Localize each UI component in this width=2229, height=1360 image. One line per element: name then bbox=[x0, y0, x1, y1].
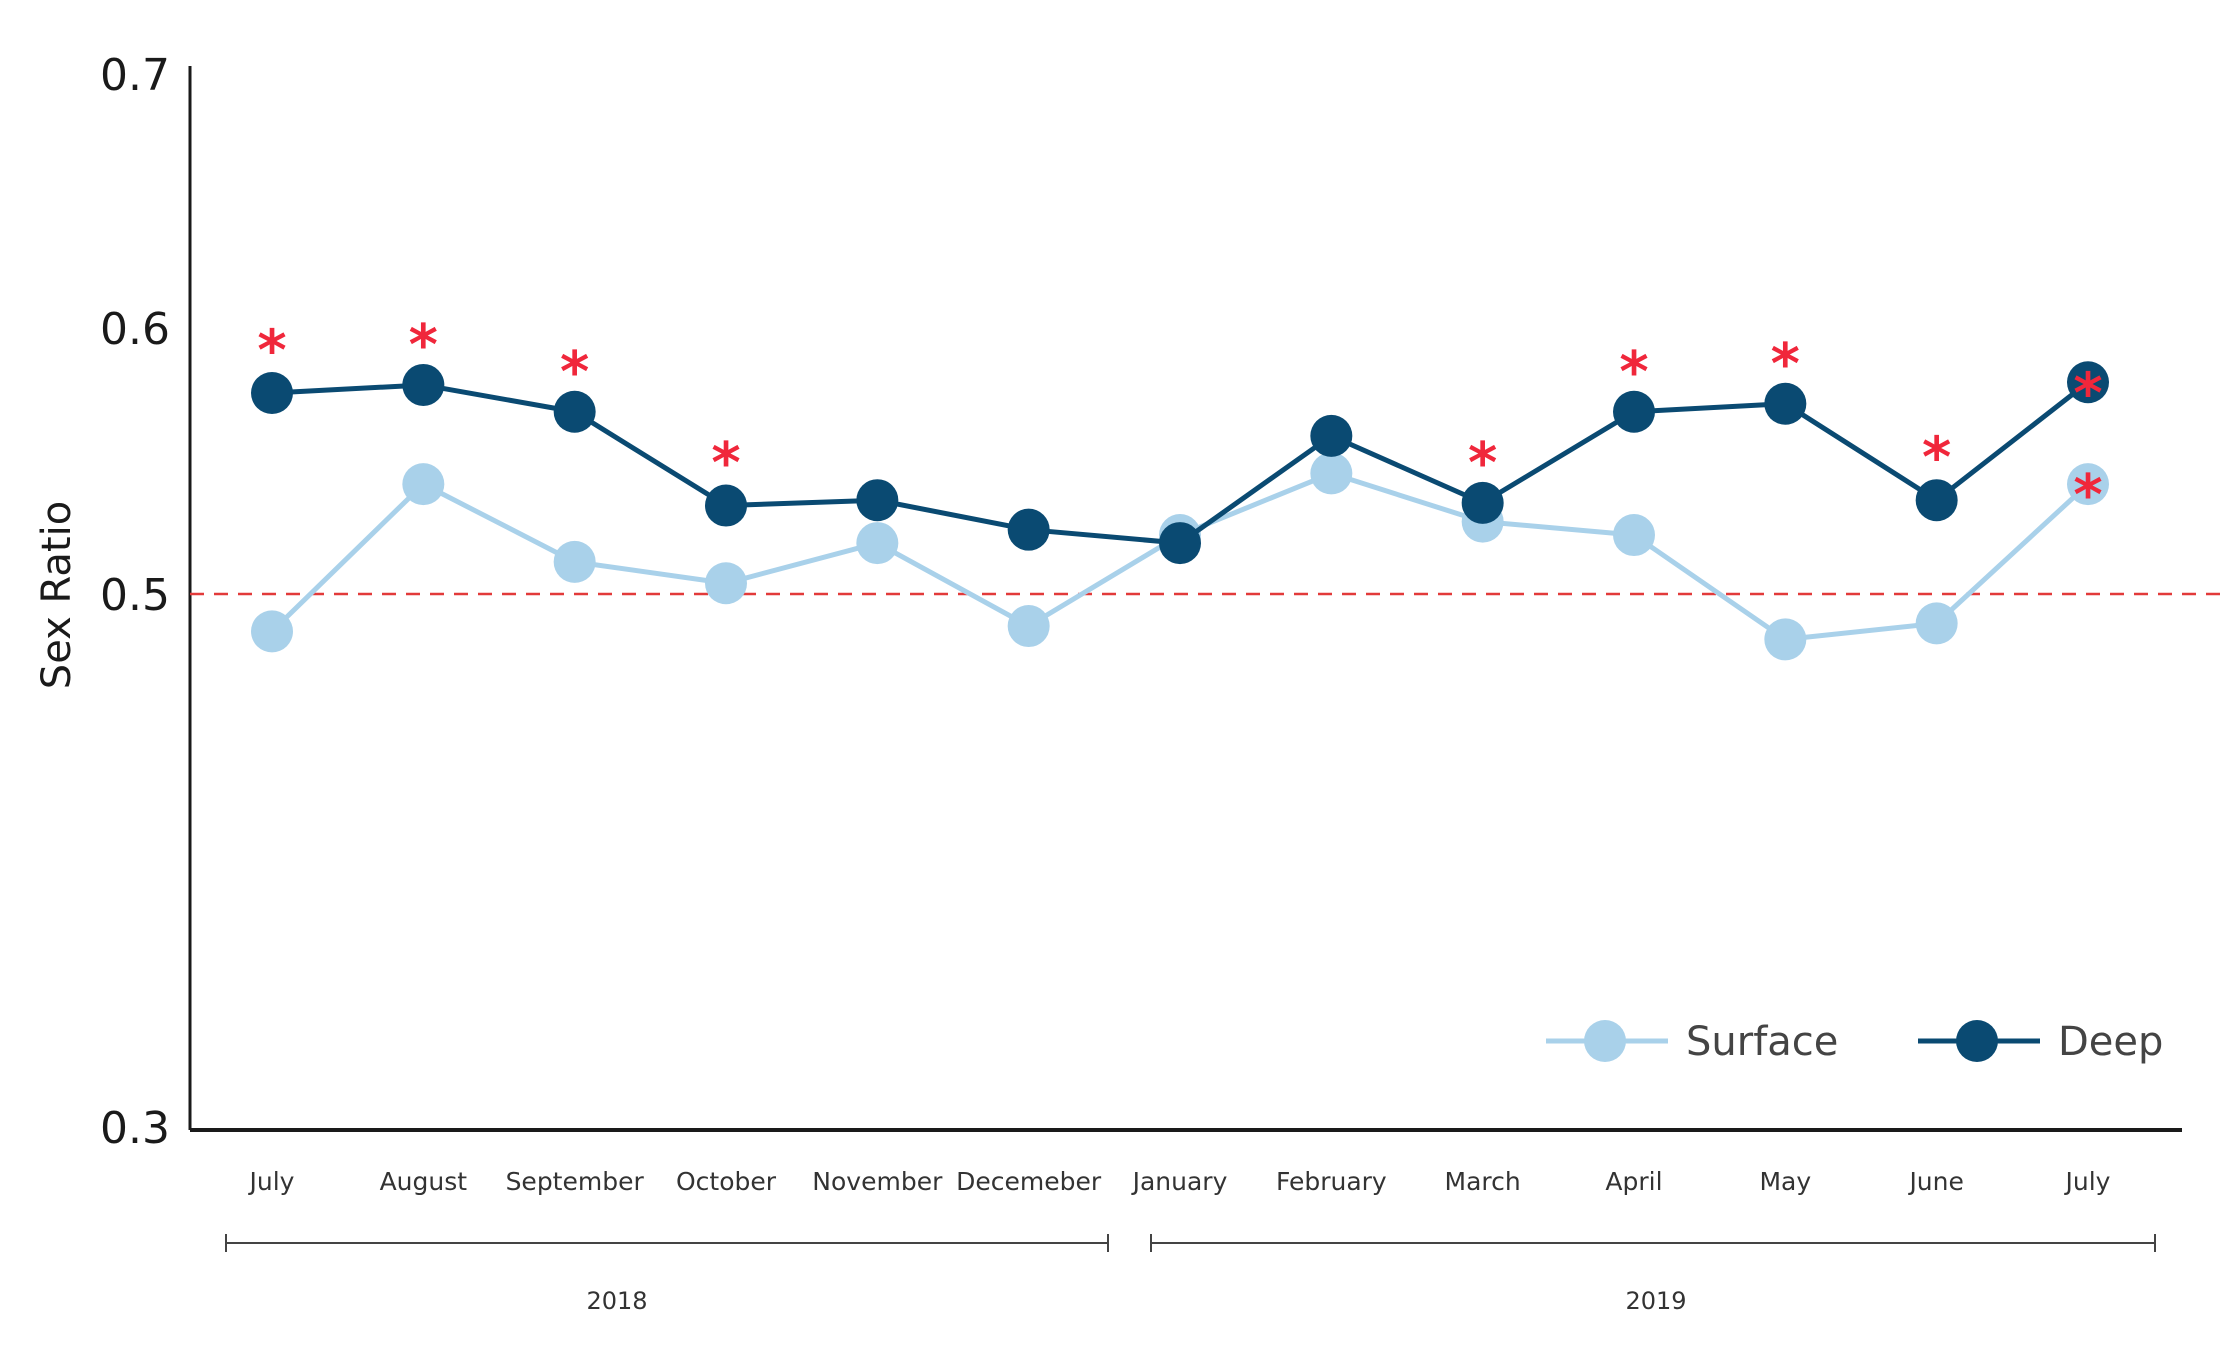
year-label: 2018 bbox=[586, 1287, 647, 1315]
data-point-surface bbox=[553, 540, 596, 583]
significance-star: * bbox=[1922, 426, 1951, 491]
data-point-deep bbox=[251, 372, 293, 414]
data-point-surface bbox=[856, 522, 899, 565]
significance-star: * bbox=[1619, 340, 1648, 405]
significance-star: * bbox=[1771, 332, 1800, 397]
significance-star: * bbox=[1468, 431, 1497, 496]
data-point-surface bbox=[1007, 605, 1050, 648]
x-tick-label: September bbox=[506, 1167, 645, 1196]
x-tick-label: May bbox=[1759, 1167, 1811, 1196]
data-point-surface bbox=[1764, 618, 1807, 661]
data-point-deep bbox=[856, 479, 899, 522]
y-tick-label: 0.5 bbox=[100, 570, 170, 621]
x-tick-label: February bbox=[1276, 1167, 1387, 1196]
data-point-deep bbox=[1915, 479, 1958, 522]
data-point-surface bbox=[1613, 514, 1655, 557]
significance-star: * bbox=[409, 313, 438, 378]
x-tick-label: June bbox=[1907, 1167, 1963, 1196]
data-point-surface bbox=[1915, 602, 1958, 645]
significance-marks: * * * * * * * * * * bbox=[257, 313, 2102, 528]
legend-surface-label: Surface bbox=[1686, 1019, 1838, 1065]
data-point-deep bbox=[402, 363, 445, 406]
year-bracket-2018: 2018 bbox=[225, 1234, 1109, 1315]
data-point-deep bbox=[1310, 414, 1353, 457]
data-point-deep bbox=[1613, 390, 1655, 433]
x-tick-label: July bbox=[2064, 1167, 2111, 1196]
significance-star: * bbox=[257, 318, 286, 383]
significance-star: * bbox=[2073, 463, 2102, 528]
data-point-deep bbox=[2067, 361, 2109, 404]
data-point-surface bbox=[251, 610, 293, 653]
data-point-deep bbox=[553, 390, 596, 433]
data-point-deep bbox=[1159, 522, 1201, 565]
series-deep bbox=[251, 361, 2109, 565]
x-tick-label: November bbox=[812, 1167, 943, 1196]
x-tick-label: Decemeber bbox=[956, 1167, 1102, 1196]
y-tick-label: 0.6 bbox=[100, 304, 170, 355]
significance-star: * bbox=[2073, 361, 2102, 426]
data-point-surface bbox=[2067, 463, 2109, 506]
x-tick-labels: July August September October November D… bbox=[248, 1167, 2111, 1196]
x-tick-label: October bbox=[676, 1167, 777, 1196]
year-label: 2019 bbox=[1625, 1287, 1686, 1315]
data-point-deep bbox=[1007, 508, 1050, 551]
x-tick-label: March bbox=[1445, 1167, 1521, 1196]
x-tick-label: April bbox=[1605, 1167, 1662, 1196]
y-tick-label: 0.3 bbox=[100, 1103, 170, 1154]
x-tick-label: January bbox=[1131, 1167, 1228, 1196]
x-tick-label: July bbox=[248, 1167, 295, 1196]
legend-deep-label: Deep bbox=[2058, 1019, 2163, 1065]
series-surface bbox=[251, 452, 2109, 661]
data-point-deep bbox=[1764, 382, 1807, 425]
data-point-deep bbox=[1461, 481, 1504, 524]
data-point-surface bbox=[1310, 452, 1353, 495]
legend: Surface Deep bbox=[1546, 1019, 2163, 1065]
data-point-surface bbox=[402, 463, 445, 506]
y-axis-title: Sex Ratio bbox=[34, 501, 80, 689]
data-point-surface bbox=[705, 562, 747, 605]
legend-surface-marker bbox=[1584, 1020, 1626, 1062]
year-bracket-2019: 2019 bbox=[1150, 1234, 2156, 1315]
x-tick-label: August bbox=[380, 1167, 468, 1196]
significance-star: * bbox=[560, 340, 589, 405]
legend-deep-marker bbox=[1956, 1020, 1998, 1062]
y-tick-label: 0.7 bbox=[100, 50, 170, 101]
data-point-deep bbox=[705, 484, 747, 527]
significance-star: * bbox=[711, 431, 740, 496]
